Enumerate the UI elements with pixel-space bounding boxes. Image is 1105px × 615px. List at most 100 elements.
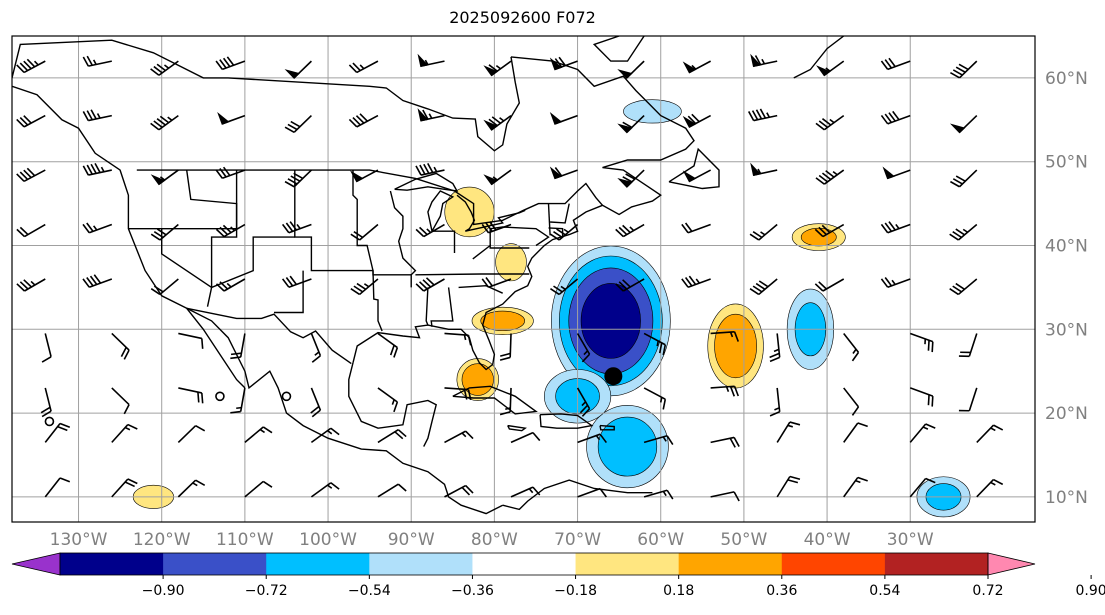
barb-flag [330, 427, 340, 436]
barb-flag [888, 112, 896, 122]
wind-barb [41, 333, 52, 363]
colorbar-tick-label: 0.18 [663, 583, 694, 599]
barb-flag [19, 281, 29, 290]
storm-marker [604, 367, 623, 386]
barb-pennant [417, 53, 429, 68]
wind-barb [549, 56, 578, 71]
wind-barb [499, 387, 512, 416]
coastline-segment [161, 228, 213, 307]
wind-barb [111, 332, 130, 360]
barb-flag [124, 481, 135, 488]
barb-pennant [682, 170, 697, 183]
barb-flag [955, 66, 966, 73]
longitude-tick-label: 120°W [133, 530, 191, 550]
barb-flag [419, 164, 426, 175]
barb-flag [415, 283, 425, 292]
barb-half-flag [505, 407, 511, 411]
coastline-segment [427, 190, 455, 232]
barb-flag [615, 283, 624, 292]
barb-staff [909, 423, 927, 443]
barb-flag [818, 120, 829, 128]
anomaly-blob [586, 405, 669, 489]
barb-flag [59, 422, 71, 429]
barb-flag [618, 226, 628, 236]
wind-barb [643, 332, 667, 356]
barb-flag [153, 285, 164, 293]
barb-half-flag [891, 279, 896, 285]
barb-flag [393, 401, 399, 413]
barb-flag [489, 221, 497, 231]
wind-barb [769, 333, 781, 363]
barb-pennant [750, 162, 762, 177]
barb-flag [733, 385, 740, 397]
barb-staff [177, 425, 197, 443]
wind-barb [215, 56, 246, 71]
barb-flag [952, 230, 962, 239]
barb-flag [488, 118, 498, 127]
coastline-segment [128, 170, 238, 230]
longitude-tick-label: 80°W [471, 530, 518, 550]
barb-flag [348, 64, 358, 73]
barb-half-flag [495, 64, 501, 70]
wind-barb [615, 278, 645, 292]
colorbar-outline [59, 552, 989, 576]
barb-half-flag [363, 283, 370, 288]
wind-barb [815, 114, 845, 131]
barb-staff [44, 333, 52, 357]
longitude-tick-label: 50°W [720, 530, 767, 550]
barb-flag [219, 168, 227, 178]
barb-staff [710, 491, 735, 498]
barb-flag [19, 62, 29, 72]
barb-half-flag [424, 59, 429, 66]
wind-barb [483, 114, 512, 131]
barb-half-flag [327, 484, 333, 489]
barb-flag [215, 169, 223, 179]
storm-center-dot [604, 367, 623, 386]
barb-half-flag [100, 166, 105, 173]
barb-half-flag [492, 176, 498, 181]
wind-barb [880, 57, 911, 71]
barb-flag [311, 355, 321, 363]
barb-flag [86, 55, 93, 66]
barb-flag [880, 223, 889, 234]
colorbar-tick-label: −0.54 [348, 583, 391, 599]
colorbar-tick-label: −0.18 [554, 583, 597, 599]
barb-half-flag [426, 228, 432, 234]
barb-flag [215, 283, 225, 292]
barb-flag [40, 406, 51, 414]
wind-barb [150, 169, 179, 186]
barb-flag [394, 431, 404, 440]
latitude-tick-label: 30°N [1045, 320, 1088, 340]
barb-staff [577, 433, 601, 444]
barb-flag [687, 115, 697, 125]
wind-barb [682, 113, 712, 128]
barb-flag [26, 167, 36, 177]
barb-flag [281, 223, 290, 234]
wind-barb [444, 332, 472, 346]
barb-staff [909, 477, 927, 498]
barb-staff [577, 487, 601, 498]
barb-flag [825, 170, 835, 178]
barb-flag [857, 422, 868, 428]
barb-flag [993, 424, 1004, 431]
barb-flag [755, 282, 766, 290]
wind-barbs [16, 53, 1004, 502]
colorbar-tick-label: 0.72 [972, 583, 1003, 599]
coastline-segment [372, 270, 383, 332]
wind-barb [82, 109, 112, 122]
barb-flag [219, 59, 227, 69]
barb-half-flag [583, 350, 589, 356]
barb-flag [927, 340, 930, 351]
barb-flag [884, 222, 893, 232]
barb-flag [691, 113, 700, 123]
wind-barb [880, 110, 911, 125]
barb-flag [195, 425, 206, 432]
barb-flag [467, 389, 472, 400]
barb-half-flag [787, 424, 794, 428]
wind-barb [681, 222, 711, 234]
barb-flag [729, 437, 736, 448]
barb-flag [769, 411, 780, 417]
barb-staff [976, 479, 995, 498]
barb-flag [287, 178, 298, 185]
coastline-segment [12, 85, 504, 515]
